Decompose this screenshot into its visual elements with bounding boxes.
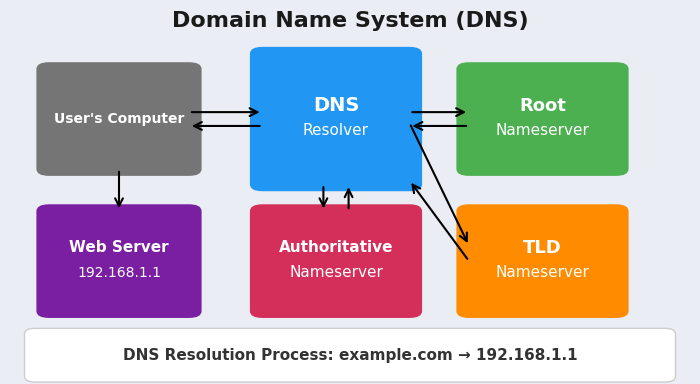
Text: Nameserver: Nameserver	[496, 265, 589, 280]
Text: Root: Root	[519, 97, 566, 114]
FancyBboxPatch shape	[36, 62, 202, 176]
Text: 192.168.1.1: 192.168.1.1	[77, 266, 161, 280]
FancyBboxPatch shape	[456, 204, 629, 318]
FancyBboxPatch shape	[36, 204, 202, 318]
Text: Authoritative: Authoritative	[279, 240, 393, 255]
Text: DNS: DNS	[313, 96, 359, 115]
Text: DNS Resolution Process: example.com → 192.168.1.1: DNS Resolution Process: example.com → 19…	[122, 348, 577, 363]
Text: Nameserver: Nameserver	[496, 123, 589, 138]
FancyBboxPatch shape	[250, 204, 422, 318]
FancyBboxPatch shape	[456, 62, 629, 176]
FancyBboxPatch shape	[25, 328, 676, 382]
Text: Resolver: Resolver	[303, 123, 369, 138]
Text: User's Computer: User's Computer	[54, 112, 184, 126]
Text: Web Server: Web Server	[69, 240, 169, 255]
FancyBboxPatch shape	[250, 47, 422, 191]
Text: Nameserver: Nameserver	[289, 265, 383, 280]
Text: TLD: TLD	[523, 239, 562, 257]
Text: Domain Name System (DNS): Domain Name System (DNS)	[172, 11, 528, 31]
